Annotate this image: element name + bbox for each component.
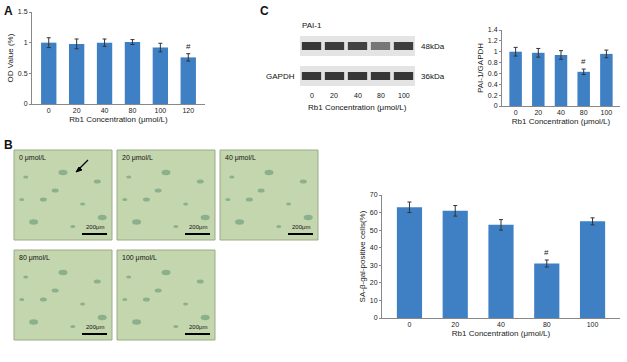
svg-text:20: 20 <box>451 321 459 328</box>
svg-text:0: 0 <box>310 92 314 99</box>
svg-text:10: 10 <box>370 297 378 304</box>
svg-text:80: 80 <box>580 109 588 116</box>
svg-text:20: 20 <box>370 279 378 286</box>
svg-text:0: 0 <box>374 314 378 321</box>
svg-text:#: # <box>544 248 549 257</box>
svg-text:0.6: 0.6 <box>488 70 498 77</box>
svg-text:Rb1 Concentration (μmol/L): Rb1 Concentration (μmol/L) <box>308 103 407 112</box>
svg-text:60: 60 <box>370 209 378 216</box>
svg-text:0.2: 0.2 <box>488 92 498 99</box>
svg-text:40: 40 <box>557 109 565 116</box>
svg-text:30: 30 <box>370 262 378 269</box>
svg-text:0.8: 0.8 <box>488 59 498 66</box>
svg-text:#: # <box>581 57 586 66</box>
svg-text:Rb1 Concentration (μmol/L): Rb1 Concentration (μmol/L) <box>452 329 551 338</box>
svg-text:200μm: 200μm <box>189 324 207 330</box>
svg-text:200μm: 200μm <box>292 224 310 230</box>
svg-text:80 μmol/L: 80 μmol/L <box>19 254 50 262</box>
svg-text:SA-β-gal-positive cells(%): SA-β-gal-positive cells(%) <box>358 210 367 302</box>
svg-text:0.5: 0.5 <box>18 70 28 77</box>
svg-text:80: 80 <box>129 107 137 114</box>
svg-text:0.4: 0.4 <box>488 81 498 88</box>
svg-text:GAPDH: GAPDH <box>266 72 295 81</box>
svg-text:1.2: 1.2 <box>488 37 498 44</box>
svg-text:100: 100 <box>587 321 599 328</box>
svg-text:100: 100 <box>601 109 613 116</box>
svg-text:50: 50 <box>370 227 378 234</box>
svg-text:0: 0 <box>47 107 51 114</box>
svg-text:0: 0 <box>408 321 412 328</box>
svg-text:20: 20 <box>534 109 542 116</box>
svg-text:100 μmol/L: 100 μmol/L <box>122 254 157 262</box>
svg-text:B: B <box>4 138 13 152</box>
svg-text:Rb1 Concentration (μmol/L): Rb1 Concentration (μmol/L) <box>512 117 611 126</box>
svg-text:20: 20 <box>73 107 81 114</box>
svg-text:40 μmol/L: 40 μmol/L <box>225 154 256 162</box>
svg-text:200μm: 200μm <box>86 224 104 230</box>
svg-text:Rb1 Concentration (μmol/L): Rb1 Concentration (μmol/L) <box>69 115 168 124</box>
svg-text:80: 80 <box>543 321 551 328</box>
svg-text:PAI-1/GAPDH: PAI-1/GAPDH <box>476 43 485 93</box>
svg-text:40: 40 <box>497 321 505 328</box>
svg-text:40: 40 <box>101 107 109 114</box>
svg-text:200μm: 200μm <box>86 324 104 330</box>
svg-text:80: 80 <box>377 92 385 99</box>
svg-text:120: 120 <box>182 107 194 114</box>
svg-text:40: 40 <box>354 92 362 99</box>
svg-text:C: C <box>260 4 269 18</box>
svg-text:70: 70 <box>370 191 378 198</box>
svg-text:1.5: 1.5 <box>18 8 28 15</box>
svg-text:1: 1 <box>494 48 498 55</box>
svg-text:200μm: 200μm <box>189 224 207 230</box>
svg-text:#: # <box>186 42 191 51</box>
svg-text:1: 1 <box>24 39 28 46</box>
svg-text:0: 0 <box>514 109 518 116</box>
svg-text:100: 100 <box>155 107 167 114</box>
svg-text:40: 40 <box>370 244 378 251</box>
svg-text:0 μmol/L: 0 μmol/L <box>19 154 46 162</box>
svg-text:0: 0 <box>24 100 28 107</box>
svg-text:A: A <box>4 4 13 18</box>
svg-text:OD Value (%): OD Value (%) <box>6 33 15 82</box>
svg-text:20 μmol/L: 20 μmol/L <box>122 154 153 162</box>
svg-text:PAI-1: PAI-1 <box>302 21 322 30</box>
svg-text:100: 100 <box>398 92 410 99</box>
svg-text:20: 20 <box>330 92 338 99</box>
svg-text:1.4: 1.4 <box>488 26 498 33</box>
svg-text:36kDa: 36kDa <box>421 72 445 81</box>
svg-text:0: 0 <box>494 102 498 109</box>
svg-text:48kDa: 48kDa <box>421 42 445 51</box>
